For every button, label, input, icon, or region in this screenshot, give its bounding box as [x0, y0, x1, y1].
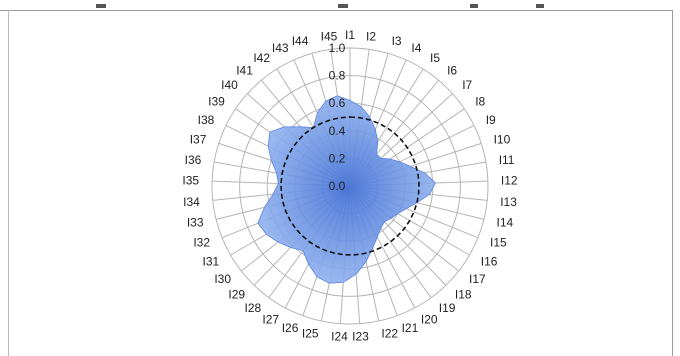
category-label: I26 — [282, 321, 299, 335]
category-label: I3 — [392, 34, 402, 48]
category-label: I42 — [253, 51, 270, 65]
category-label: I32 — [193, 236, 210, 250]
category-label: I36 — [185, 153, 202, 167]
category-label: I11 — [499, 153, 515, 167]
category-label: I20 — [421, 312, 438, 326]
category-label: I43 — [272, 41, 289, 55]
category-label: I18 — [455, 288, 472, 302]
category-label: I24 — [331, 330, 348, 344]
category-label: I19 — [439, 301, 456, 315]
category-label: I1 — [345, 28, 355, 42]
radial-tick-label: 0.8 — [329, 69, 346, 83]
category-label: I34 — [183, 195, 200, 209]
radar-ring — [211, 47, 489, 325]
category-label: I37 — [190, 132, 207, 146]
category-label: I21 — [402, 321, 419, 335]
category-label: I28 — [245, 301, 262, 315]
category-label: I27 — [262, 312, 279, 326]
radar-series-layer — [257, 95, 436, 284]
category-label: I35 — [182, 174, 199, 188]
category-label: I6 — [447, 63, 457, 77]
category-label: I4 — [411, 41, 421, 55]
radar-ring — [239, 75, 461, 297]
radial-tick-label: 0.6 — [329, 96, 346, 110]
category-label: I14 — [497, 216, 514, 230]
radial-tick-label: 0.4 — [329, 124, 346, 138]
category-label: I16 — [481, 255, 498, 269]
frame-top-border — [0, 10, 673, 11]
category-label: I23 — [352, 330, 369, 344]
radial-tick-label: 0.2 — [329, 151, 346, 165]
category-label: I38 — [198, 113, 215, 127]
category-label: I31 — [203, 255, 220, 269]
category-label: I39 — [208, 95, 225, 109]
category-label: I12 — [501, 174, 518, 188]
category-label: I15 — [490, 236, 507, 250]
category-label: I7 — [462, 78, 472, 92]
category-label: I33 — [187, 216, 204, 230]
category-label: I44 — [292, 34, 309, 48]
clipped-header-fragment — [96, 4, 106, 8]
category-label: I8 — [475, 95, 485, 109]
clipped-header-fragment — [338, 4, 348, 8]
category-label: I9 — [486, 113, 496, 127]
category-label: I22 — [381, 327, 398, 341]
clipped-header-fragment — [536, 4, 544, 8]
category-label: I29 — [228, 288, 245, 302]
category-label: I17 — [469, 272, 486, 286]
category-label: I40 — [221, 78, 238, 92]
frame-right-border — [672, 10, 673, 356]
clipped-header-fragment — [470, 4, 478, 8]
category-label: I10 — [494, 132, 511, 146]
category-label: I30 — [214, 272, 231, 286]
category-label: I5 — [430, 51, 440, 65]
category-label: I13 — [500, 195, 517, 209]
frame-left-border — [8, 10, 9, 356]
category-label: I41 — [236, 63, 253, 77]
radial-tick-label: 1.0 — [329, 41, 346, 55]
category-label: I25 — [302, 327, 319, 341]
radial-tick-labels: 0.0 0.2 0.4 0.6 0.8 1.0 — [329, 41, 346, 193]
radial-tick-label: 0.0 — [329, 179, 346, 193]
category-label: I45 — [321, 30, 338, 44]
category-label: I2 — [366, 30, 376, 44]
reference-series — [280, 116, 420, 256]
